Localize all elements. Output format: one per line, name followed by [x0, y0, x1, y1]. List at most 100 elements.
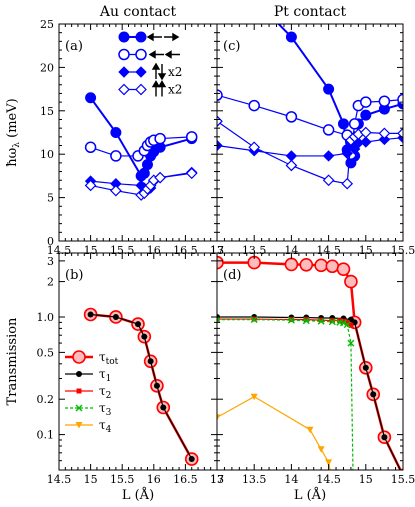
data-point: [141, 333, 148, 340]
x-tick-label: 15: [359, 473, 373, 486]
data-point: [325, 459, 333, 466]
data-point: [153, 382, 160, 389]
data-point: [348, 118, 361, 130]
data-point: [248, 99, 260, 112]
data-point: [348, 322, 354, 328]
data-point: [84, 179, 97, 192]
data-point: [323, 83, 335, 95]
legend-marker: [72, 350, 86, 364]
data-point: [362, 364, 369, 371]
x-tick-label: 15: [359, 244, 373, 257]
data-point: [370, 391, 377, 398]
series-line: [217, 396, 331, 470]
arrow-left-icon: [146, 32, 162, 42]
legend-marker: [76, 388, 82, 394]
y-tick-label: 0.2: [37, 393, 55, 406]
legend-marker: [118, 48, 130, 61]
data-point: [339, 319, 347, 327]
data-point: [344, 274, 358, 289]
legend-label: τtot: [99, 350, 119, 367]
data-point: [160, 404, 167, 411]
y-axis-label: ħωλ (meV): [5, 98, 22, 166]
x-tick-label: 14.5: [316, 244, 341, 257]
legend-marker: [135, 66, 147, 78]
data-point: [285, 150, 298, 162]
data-point: [185, 167, 198, 180]
x-tick-label: 13.5: [242, 473, 267, 486]
data-point: [217, 316, 221, 324]
series-b-1: [87, 311, 195, 463]
data-point: [317, 446, 325, 453]
data-point: [378, 95, 391, 108]
series-line: [89, 97, 192, 178]
x-tick-label: 14: [284, 473, 298, 486]
x-tick-label: 13: [210, 244, 224, 257]
y-axis-label-main: ħω: [5, 148, 20, 167]
panel-label: (a): [65, 39, 83, 54]
series-c-1: [217, 89, 403, 160]
x-tick-label: 14.5: [316, 473, 341, 486]
data-point: [250, 393, 258, 401]
data-point: [378, 133, 391, 146]
data-point: [322, 124, 335, 136]
legend-marker: [75, 404, 83, 412]
series-line: [217, 120, 403, 185]
arrow-up-icon: [151, 62, 161, 79]
panel-label: (b): [65, 268, 83, 283]
data-point: [285, 159, 298, 172]
data-point: [299, 257, 314, 272]
legend-marker: [135, 31, 147, 43]
data-point: [285, 31, 297, 43]
legend-text: x2: [168, 83, 182, 97]
series-c-2: [217, 132, 403, 162]
data-point: [287, 316, 295, 324]
legend-marker: [75, 422, 83, 429]
series-a-3: [84, 167, 198, 201]
data-point: [360, 109, 372, 121]
y-axis-label-unit: (meV): [5, 98, 20, 142]
data-point: [397, 127, 403, 140]
x-tick-label: 17: [210, 473, 224, 486]
x-tick-label: 16: [147, 473, 161, 486]
data-point: [336, 262, 351, 276]
legend-marker: [135, 83, 147, 96]
x-tick-label: 15: [84, 473, 98, 486]
y-tick-label: 5: [47, 192, 54, 205]
x-tick-label: 14.5: [47, 473, 72, 486]
x-tick-label: 15.5: [391, 244, 415, 257]
data-point: [337, 118, 349, 130]
data-point: [154, 132, 166, 145]
series-c-3: [217, 115, 403, 190]
arrow-left-icon: [164, 50, 180, 59]
data-point: [337, 318, 343, 324]
data-point: [325, 259, 340, 274]
data-point: [217, 414, 221, 421]
legend-label-main: τ: [99, 367, 106, 381]
plot-frame: [216, 23, 404, 242]
y-tick-label: 0: [47, 235, 54, 248]
plot-frame: [216, 252, 404, 471]
x-tick-label: 14: [284, 244, 298, 257]
data-point: [359, 126, 372, 139]
legend-label-main: τ: [99, 350, 106, 364]
data-point: [343, 321, 351, 329]
legend-label-sub: 2: [106, 391, 112, 401]
data-point: [110, 184, 122, 197]
y-tick-label: 10: [40, 148, 54, 161]
panel-c: 13 13.5 14 14.5 15 15.5 (c) Pt contact: [210, 4, 415, 257]
series-line: [90, 313, 193, 460]
panel-title: Au contact: [99, 4, 177, 20]
series-line: [217, 319, 354, 470]
data-point: [381, 434, 388, 441]
data-point: [87, 311, 94, 318]
x-tick-label: 17: [210, 244, 224, 257]
data-point: [110, 150, 122, 162]
y-tick-label: 20: [40, 61, 54, 74]
data-point: [378, 127, 391, 140]
legend-label: τ1: [99, 367, 111, 384]
data-point: [84, 141, 97, 154]
panel-title: Pt contact: [274, 4, 347, 20]
data-point: [188, 456, 195, 463]
